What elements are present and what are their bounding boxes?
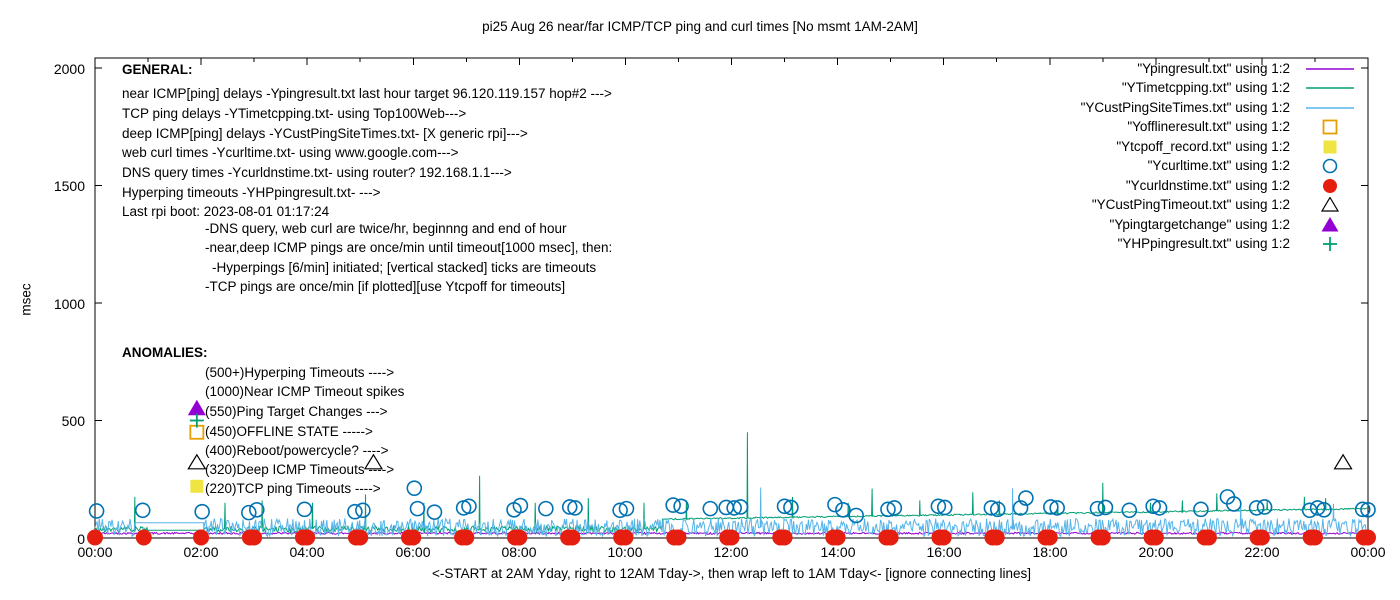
- x-tick-label: 08:00: [501, 544, 537, 560]
- legend-sample-plus-icon: [1300, 236, 1358, 252]
- x-tick-label: 10:00: [607, 544, 643, 560]
- legend-sample-line-green: [1300, 80, 1358, 96]
- x-tick-label: 16:00: [926, 544, 962, 560]
- x-tick-label: 00:00: [77, 544, 113, 560]
- legend-label: "Ytcpoff_record.txt" using 1:2: [1116, 139, 1290, 154]
- legend-sample-triangle-open-icon: [1300, 196, 1358, 213]
- general-note: -Hyperpings [6/min] initiated; [vertical…: [212, 260, 597, 275]
- legend-label: "Ycurldnstime.txt" using 1:2: [1125, 178, 1290, 193]
- series-Ycurldnstime.txt: [87, 529, 1376, 546]
- general-line: TCP ping delays -YTimetcpping.txt- using…: [122, 106, 467, 121]
- general-line: near ICMP[ping] delays -Ypingresult.txt …: [122, 86, 612, 101]
- general-line: web curl times -Ycurltime.txt- using www…: [122, 145, 459, 160]
- x-tick-label: 04:00: [289, 544, 325, 560]
- anomaly-line: (400)Reboot/powercycle? ---->: [205, 443, 389, 458]
- legend-label: "YTimetcpping.txt" using 1:2: [1121, 80, 1290, 95]
- x-tick-label: 22:00: [1244, 544, 1280, 560]
- general-line: Last rpi boot: 2023-08-01 01:17:24: [122, 204, 330, 219]
- legend-label: "YHPpingresult.txt" using 1:2: [1117, 236, 1290, 251]
- anomalies-heading: ANOMALIES:: [122, 345, 208, 360]
- y-tick-label: 500: [61, 413, 85, 429]
- x-tick-label: 02:00: [183, 544, 219, 560]
- x-tick-label: 12:00: [713, 544, 749, 560]
- legend-sample-square-filled-icon: [1300, 139, 1358, 155]
- legend-sample-circle-filled-icon: [1300, 178, 1358, 194]
- general-line: DNS query times -Ycurldnstime.txt- using…: [122, 165, 512, 180]
- x-tick-label: 00:00: [1350, 544, 1386, 560]
- legend-label: "Ypingtargetchange" using 1:2: [1109, 217, 1290, 232]
- anomaly-line: (550)Ping Target Changes --->: [205, 404, 388, 419]
- anomaly-line: (1000)Near ICMP Timeout spikes: [205, 384, 405, 399]
- legend-sample-line-skyblue: [1300, 100, 1358, 116]
- legend-sample-square-open-icon: [1300, 119, 1358, 135]
- y-tick-label: 0: [77, 531, 85, 547]
- anomaly-line: (320)Deep ICMP Timeouts ---->: [205, 462, 395, 477]
- legend-sample-line-purple: [1300, 61, 1358, 77]
- series-Ycurltime.txt: [88, 480, 1376, 524]
- series-Ytcpoff_record.txt: [190, 479, 204, 493]
- legend-label: "YCustPingTimeout.txt" using 1:2: [1091, 197, 1290, 212]
- general-note: -TCP pings are once/min [if plotted][use…: [205, 279, 566, 294]
- chart-title: pi25 Aug 26 near/far ICMP/TCP ping and c…: [482, 19, 918, 34]
- series-YCustPingSiteTimes.txt: [94, 487, 1368, 538]
- general-heading: GENERAL:: [122, 62, 193, 77]
- x-tick-label: 14:00: [820, 544, 856, 560]
- general-line: Hyperping timeouts -YHPpingresult.txt- -…: [122, 185, 381, 200]
- anomaly-line: (220)TCP ping Timeouts ---->: [205, 481, 381, 496]
- y-tick-label: 1000: [53, 296, 85, 312]
- y-tick-label: 1500: [53, 178, 85, 194]
- y-tick-label: 2000: [53, 61, 85, 77]
- legend-label: "Ycurltime.txt" using 1:2: [1147, 158, 1290, 173]
- x-tick-label: 06:00: [395, 544, 431, 560]
- series-Yofflineresult.txt: [189, 424, 205, 440]
- legend-sample-circle-open-icon: [1300, 158, 1358, 174]
- general-note: -near,deep ICMP pings are once/min until…: [205, 240, 613, 255]
- series-YHPpingresult.txt: [189, 413, 204, 428]
- anomaly-line: (450)OFFLINE STATE ----->: [205, 424, 373, 439]
- x-tick-label: 20:00: [1138, 544, 1174, 560]
- legend-label: "YCustPingSiteTimes.txt" using 1:2: [1080, 100, 1290, 115]
- x-axis-note: <-START at 2AM Yday, right to 12AM Tday-…: [432, 566, 1031, 581]
- series-Ypingtargetchange: [187, 399, 206, 416]
- series-YCustPingTimeout.txt: [187, 453, 1353, 470]
- general-note: -DNS query, web curl are twice/hr, begin…: [205, 221, 567, 236]
- x-tick-label: 18:00: [1032, 544, 1068, 560]
- general-line: deep ICMP[ping] delays -YCustPingSiteTim…: [122, 126, 528, 141]
- legend-label: "Yofflineresult.txt" using 1:2: [1127, 119, 1290, 134]
- legend-label: "Ypingresult.txt" using 1:2: [1137, 61, 1290, 76]
- legend-sample-triangle-filled-icon: [1300, 217, 1358, 233]
- anomaly-line: (500+)Hyperping Timeouts ---->: [205, 365, 395, 380]
